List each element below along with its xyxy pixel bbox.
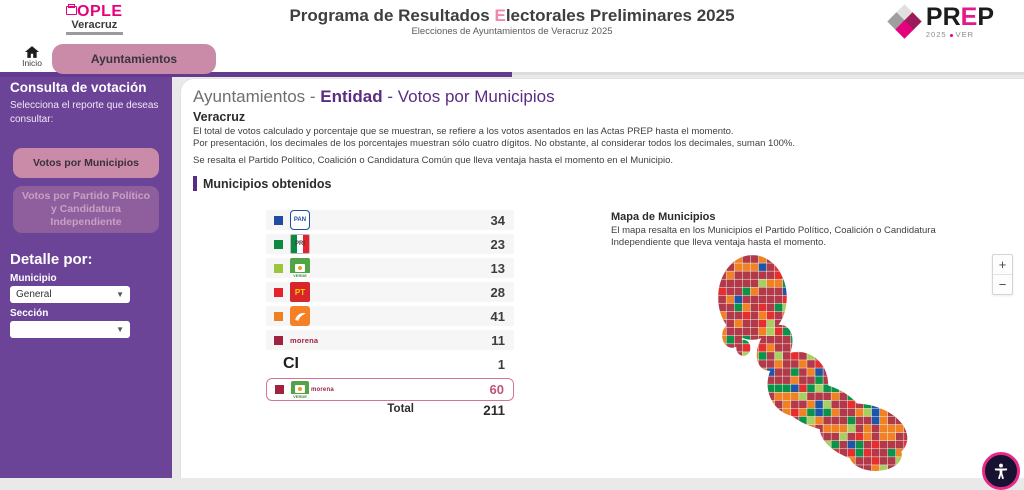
state-name: Veracruz xyxy=(193,110,246,124)
result-row-morena[interactable]: morena 11 xyxy=(266,330,514,350)
sidebar: Consulta de votación Selecciona el repor… xyxy=(0,72,172,478)
chevron-down-icon: ▼ xyxy=(116,290,124,300)
detail-section-title: Detalle por: xyxy=(10,251,93,269)
note-line: El total de votos calculado y porcentaje… xyxy=(193,126,734,137)
zoom-divider xyxy=(993,274,1012,275)
morena-color-bullet xyxy=(274,335,283,345)
breadcrumb: Ayuntamientos - Entidad - Votos por Muni… xyxy=(193,87,555,107)
prep-logo-subtext: 2025 VER xyxy=(925,30,974,40)
pt-logo-icon: PT xyxy=(290,282,310,302)
ople-veracruz-logo[interactable]: OPLE Veracruz xyxy=(66,4,123,35)
ci-municipios-count: 1 xyxy=(497,356,505,372)
ople-logo-subtext: Veracruz xyxy=(66,20,123,35)
prep-logo[interactable]: PREP 2025 VER xyxy=(887,3,994,40)
map-zoom-controls: + − xyxy=(992,254,1013,295)
map-title: Mapa de Municipios xyxy=(611,211,716,223)
seccion-label: Sección xyxy=(10,308,49,320)
pan-logo-icon: PAN xyxy=(290,210,310,230)
accessibility-person-icon xyxy=(994,463,1008,480)
ballot-box-icon xyxy=(66,4,77,15)
section-accent-bar xyxy=(193,176,197,191)
municipio-label: Municipio xyxy=(10,273,57,285)
main-content-card: Ayuntamientos - Entidad - Votos por Muni… xyxy=(180,78,1024,478)
chevron-down-icon: ▼ xyxy=(116,325,124,335)
morena-logo-text: morena xyxy=(290,335,319,345)
mc-municipios-count: 41 xyxy=(490,308,505,324)
breadcrumb-entidad: Entidad xyxy=(320,87,383,106)
total-value: 211 xyxy=(483,403,505,418)
pri-logo-icon: PRI xyxy=(290,234,310,254)
pvem-logo-icon: VERDE xyxy=(291,380,309,399)
veracruz-municipalities-map[interactable] xyxy=(701,255,927,473)
page-subtitle: Elecciones de Ayuntamientos de Veracruz … xyxy=(411,26,613,37)
result-row-pvem-morena-leading[interactable]: VERDE morena 60 xyxy=(266,378,514,401)
prep-diamond-icon xyxy=(887,4,922,39)
breadcrumb-votos: - Votos por Municipios xyxy=(382,87,555,106)
pan-municipios-count: 34 xyxy=(490,212,505,228)
coalition-municipios-count: 60 xyxy=(489,382,504,397)
note-line: Se resalta el Partido Político, Coalició… xyxy=(193,155,674,166)
ci-label: CI xyxy=(283,355,299,372)
morena-logo-text: morena xyxy=(311,386,334,393)
tab-inicio[interactable]: Inicio xyxy=(14,46,50,68)
section-title: Municipios obtenidos xyxy=(203,176,332,191)
notes: El total de votos calculado y porcentaje… xyxy=(193,126,913,167)
tabbar-divider xyxy=(0,72,1024,75)
pvem-municipios-count: 13 xyxy=(490,260,505,276)
pri-municipios-count: 23 xyxy=(490,236,505,252)
tab-inicio-label: Inicio xyxy=(22,58,42,68)
coalition-color-bullet xyxy=(275,385,284,394)
result-row-pan[interactable]: PAN 34 xyxy=(266,210,514,230)
sidebar-subtitle: Selecciona el reporte que deseas consult… xyxy=(10,100,159,125)
note-line: Por presentación, los decimales de los p… xyxy=(193,138,795,149)
seccion-select[interactable]: ▼ xyxy=(10,321,130,339)
tab-bar: Inicio Ayuntamientos xyxy=(0,44,1024,74)
pt-color-bullet xyxy=(274,287,283,297)
ople-logo-text: OPLE xyxy=(77,3,123,20)
pt-municipios-count: 28 xyxy=(490,284,505,300)
toucan-icon xyxy=(295,384,305,393)
section-header: Municipios obtenidos xyxy=(193,176,331,191)
votos-por-municipios-button[interactable]: Votos por Municipios xyxy=(13,148,159,178)
toucan-icon xyxy=(295,264,305,272)
pan-color-bullet xyxy=(274,215,283,225)
morena-municipios-count: 11 xyxy=(491,332,505,348)
pvem-color-bullet xyxy=(274,263,283,273)
accessibility-widget-button[interactable] xyxy=(982,452,1020,490)
results-list: PAN 34 PRI 23 VERDE 13 PT 28 41 morena 1… xyxy=(266,210,514,405)
mc-logo-icon xyxy=(290,306,310,326)
mc-color-bullet xyxy=(274,311,283,321)
sidebar-title: Consulta de votación xyxy=(10,80,147,95)
tab-ayuntamientos[interactable]: Ayuntamientos xyxy=(52,44,216,74)
page-title: Programa de Resultados Electorales Preli… xyxy=(289,6,735,25)
result-row-mc[interactable]: 41 xyxy=(266,306,514,326)
result-row-pt[interactable]: PT 28 xyxy=(266,282,514,302)
dot-icon xyxy=(949,33,953,37)
votos-por-partido-button[interactable]: Votos por Partido Político y Candidatura… xyxy=(13,186,159,234)
map-zoom-out-button[interactable]: − xyxy=(998,277,1007,292)
municipio-select-value: General xyxy=(16,289,52,301)
map-zoom-in-button[interactable]: + xyxy=(998,257,1007,272)
pvem-logo-icon: VERDE xyxy=(290,258,310,278)
prep-logo-text: PREP xyxy=(925,3,994,32)
municipio-select[interactable]: General ▼ xyxy=(10,286,130,304)
tabbar-progress-bar xyxy=(0,72,512,77)
total-label: Total xyxy=(387,403,414,415)
result-row-pvem[interactable]: VERDE 13 xyxy=(266,258,514,278)
app-header: OPLE Veracruz Programa de Resultados Ele… xyxy=(0,0,1024,45)
pri-color-bullet xyxy=(274,239,283,249)
result-row-pri[interactable]: PRI 23 xyxy=(266,234,514,254)
breadcrumb-ayuntamientos: Ayuntamientos - xyxy=(193,87,321,106)
map-description: El mapa resalta en los Municipios el Par… xyxy=(611,225,936,248)
home-icon xyxy=(25,46,39,58)
result-row-ci[interactable]: CI 1 xyxy=(266,354,514,374)
